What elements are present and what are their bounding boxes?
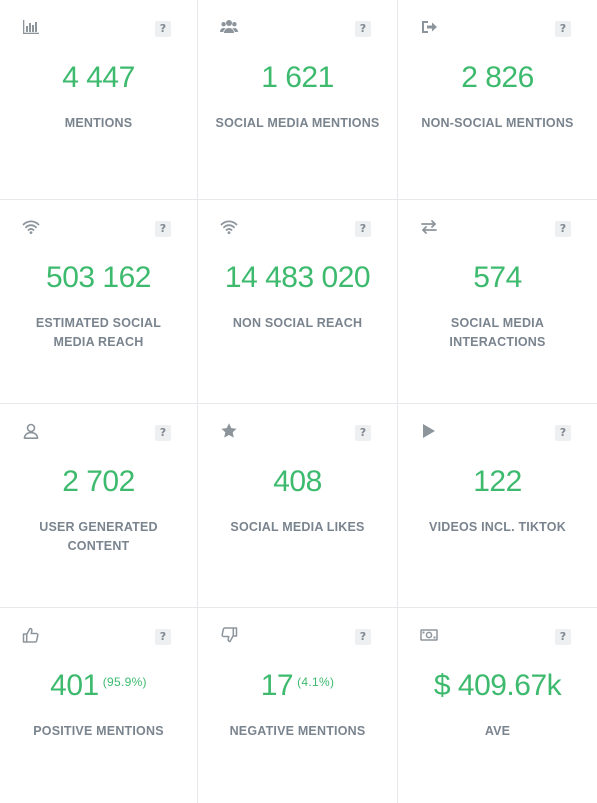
metric-label: NON SOCIAL REACH (232, 316, 363, 330)
help-button[interactable]: ? (155, 629, 171, 645)
card-social-media-likes: ? 408 SOCIAL MEDIA LIKES (198, 404, 398, 608)
play-icon (420, 422, 438, 440)
card-non-social-reach: ? 14 483 020 NON SOCIAL REACH (198, 200, 398, 404)
metric-value: 4 447 (62, 61, 135, 94)
metric-value: 503 162 (46, 261, 151, 294)
help-button[interactable]: ? (555, 425, 571, 441)
metric-value: $ 409.67k (433, 669, 562, 702)
metric-value-row: 401 (95.9%) (0, 668, 197, 704)
user-icon (22, 422, 40, 440)
metric-label: ESTIMATED SOCIAL MEDIA REACH (35, 316, 162, 349)
help-button[interactable]: ? (155, 21, 171, 37)
metric-label: NON-SOCIAL MENTIONS (421, 116, 574, 130)
metric-label: MENTIONS (64, 116, 133, 130)
metric-label: AVE (484, 724, 511, 738)
metric-label: POSITIVE MENTIONS (33, 724, 164, 738)
help-button[interactable]: ? (155, 221, 171, 237)
card-mentions: ? 4 447 MENTIONS (0, 0, 198, 200)
metric-label: NEGATIVE MENTIONS (229, 724, 366, 738)
card-non-social-mentions: ? 2 826 NON-SOCIAL MENTIONS (398, 0, 597, 200)
help-button[interactable]: ? (355, 425, 371, 441)
card-social-media-mentions: ? 1 621 SOCIAL MEDIA MENTIONS (198, 0, 398, 200)
metric-value: 17 (260, 669, 294, 702)
card-estimated-social-media-reach: ? 503 162 ESTIMATED SOCIAL MEDIA REACH (0, 200, 198, 404)
wifi-icon (22, 218, 40, 236)
help-button[interactable]: ? (355, 21, 371, 37)
metric-label: VIDEOS INCL. TIKTOK (429, 520, 566, 534)
thumbs-up-icon (22, 626, 40, 644)
money-icon (420, 626, 438, 644)
bar-chart-icon (22, 18, 40, 36)
help-button[interactable]: ? (555, 21, 571, 37)
wifi-icon (220, 218, 238, 236)
help-button[interactable]: ? (555, 629, 571, 645)
metric-label: SOCIAL MEDIA LIKES (230, 520, 365, 534)
metric-value: 122 (473, 465, 522, 498)
metric-value-row: 17 (4.1%) (198, 668, 397, 704)
exchange-icon (420, 218, 438, 236)
metric-value: 2 702 (62, 465, 135, 498)
card-social-media-interactions: ? 574 SOCIAL MEDIA INTERACTIONS (398, 200, 597, 404)
sign-out-icon (420, 18, 438, 36)
metric-value: 2 826 (461, 61, 534, 94)
metric-value: 574 (473, 261, 522, 294)
metric-percent: (95.9%) (102, 675, 147, 689)
star-icon (220, 422, 238, 440)
help-button[interactable]: ? (355, 629, 371, 645)
metric-label: SOCIAL MEDIA MENTIONS (215, 116, 380, 130)
thumbs-down-icon (220, 626, 238, 644)
card-user-generated-content: ? 2 702 USER GENERATED CONTENT (0, 404, 198, 608)
metric-value: 401 (50, 669, 99, 702)
card-negative-mentions: ? 17 (4.1%) NEGATIVE MENTIONS (198, 608, 398, 803)
users-icon (220, 18, 238, 36)
help-button[interactable]: ? (555, 221, 571, 237)
metric-value: 14 483 020 (224, 261, 371, 294)
metric-label: SOCIAL MEDIA INTERACTIONS (449, 316, 546, 349)
card-ave: ? $ 409.67k AVE (398, 608, 597, 803)
metric-label: USER GENERATED CONTENT (39, 520, 158, 553)
card-videos-incl-tiktok: ? 122 VIDEOS INCL. TIKTOK (398, 404, 597, 608)
help-button[interactable]: ? (155, 425, 171, 441)
metric-value: 408 (273, 465, 322, 498)
metric-percent: (4.1%) (297, 675, 335, 689)
card-positive-mentions: ? 401 (95.9%) POSITIVE MENTIONS (0, 608, 198, 803)
help-button[interactable]: ? (355, 221, 371, 237)
metric-value: 1 621 (261, 61, 334, 94)
